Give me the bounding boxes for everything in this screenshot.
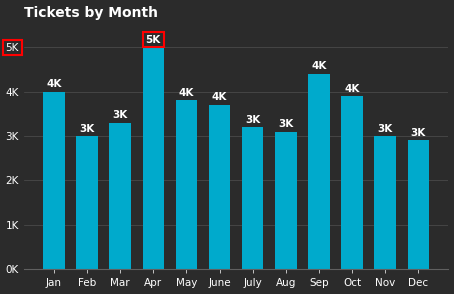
Text: 3K: 3K <box>113 110 128 120</box>
Text: 3K: 3K <box>378 123 393 133</box>
Bar <box>275 132 296 269</box>
Text: 3K: 3K <box>411 128 426 138</box>
Text: 3K: 3K <box>245 115 260 125</box>
Bar <box>109 123 131 269</box>
Text: 5K: 5K <box>146 35 161 45</box>
Text: 4K: 4K <box>46 79 62 89</box>
Bar <box>375 136 396 269</box>
Text: Tickets by Month: Tickets by Month <box>24 6 158 20</box>
Bar <box>341 96 363 269</box>
Bar <box>43 91 64 269</box>
Text: 4K: 4K <box>345 83 360 93</box>
Text: 4K: 4K <box>212 93 227 103</box>
Bar <box>143 47 164 269</box>
Text: 4K: 4K <box>179 88 194 98</box>
Text: 4K: 4K <box>311 61 326 71</box>
Bar <box>242 127 263 269</box>
Bar <box>308 74 330 269</box>
Bar <box>76 136 98 269</box>
Text: 3K: 3K <box>278 119 293 129</box>
Text: 3K: 3K <box>79 123 94 133</box>
Bar <box>209 105 230 269</box>
Bar <box>176 101 197 269</box>
Bar <box>408 141 429 269</box>
Bar <box>143 32 164 47</box>
